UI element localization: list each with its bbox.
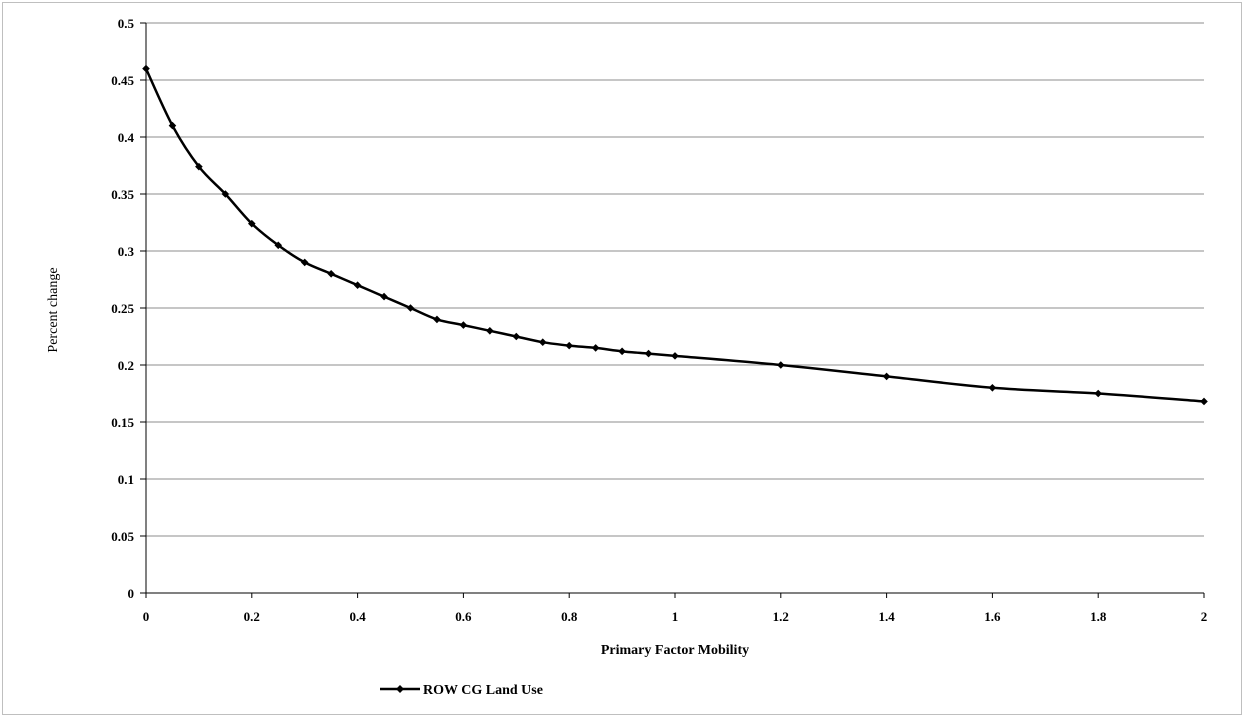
y-tick-label: 0.35: [111, 187, 134, 202]
data-point-marker: [618, 347, 626, 356]
x-tick-label: 1.2: [773, 609, 789, 624]
y-tick-label: 0: [128, 586, 135, 601]
series-layer: [142, 64, 1208, 406]
data-point-marker: [988, 384, 997, 392]
y-tick-label: 0.5: [118, 16, 135, 31]
y-tick-labels: 0 0.05 0.1 0.15 0.2 0.25 0.3 0.35 0.4 0.45 0.5: [111, 16, 134, 601]
x-tick-label: 1.8: [1090, 609, 1107, 624]
data-point-marker: [300, 258, 309, 267]
x-tick-label: 1.4: [878, 609, 895, 624]
data-point-marker: [1200, 397, 1208, 406]
data-point-marker: [327, 270, 335, 278]
y-tick-label: 0.3: [118, 244, 135, 259]
data-point-marker: [380, 292, 388, 301]
data-point-marker: [1094, 389, 1102, 398]
data-point-marker: [565, 341, 573, 350]
y-axis-title: Percent change: [46, 267, 61, 352]
x-tick-label: 0.6: [455, 609, 472, 624]
data-point-marker: [142, 64, 150, 73]
y-tick-label: 0.1: [118, 472, 134, 487]
data-point-marker: [221, 190, 230, 198]
x-tick-label: 2: [1201, 609, 1208, 624]
data-point-marker: [433, 315, 441, 324]
x-tick-label: 1: [672, 609, 679, 624]
y-tick-label: 0.2: [118, 358, 134, 373]
data-point-marker: [195, 162, 203, 171]
gridlines: [146, 22, 1204, 537]
data-point-marker: [486, 327, 494, 335]
x-tick-label: 1.6: [984, 609, 1001, 624]
axes: [140, 22, 1205, 598]
data-point-marker: [512, 332, 521, 341]
y-tick-label: 0.05: [111, 529, 134, 544]
y-tick-label: 0.4: [118, 130, 135, 145]
legend: ROW CG Land Use: [380, 683, 543, 698]
data-point-marker: [538, 338, 547, 346]
legend-label: ROW CG Land Use: [423, 683, 543, 698]
data-point-marker: [644, 349, 653, 358]
x-tick-label: 0.8: [561, 609, 578, 624]
y-tick-label: 0.15: [111, 415, 134, 430]
data-point-marker: [406, 304, 415, 312]
y-tick-label: 0.25: [111, 301, 134, 316]
data-point-marker: [459, 321, 468, 329]
data-point-marker: [248, 219, 256, 228]
x-tick-label: 0: [143, 609, 150, 624]
data-point-marker: [671, 352, 679, 360]
data-point-marker: [168, 121, 177, 130]
x-tick-label: 0.4: [349, 609, 366, 624]
legend-diamond-marker: [396, 685, 404, 693]
data-point-marker: [353, 281, 362, 289]
data-point-marker: [882, 372, 891, 381]
y-tick-label: 0.45: [111, 73, 134, 88]
x-tick-label: 0.2: [244, 609, 260, 624]
x-axis-title: Primary Factor Mobility: [601, 643, 749, 658]
x-tick-labels: 0 0.2 0.4 0.6 0.8 1 1.2 1.4 1.6 1.8 2: [143, 609, 1208, 624]
data-point-marker: [274, 241, 283, 250]
data-point-marker: [777, 361, 785, 369]
data-point-marker: [591, 344, 600, 352]
series-line: [144, 68, 1205, 403]
